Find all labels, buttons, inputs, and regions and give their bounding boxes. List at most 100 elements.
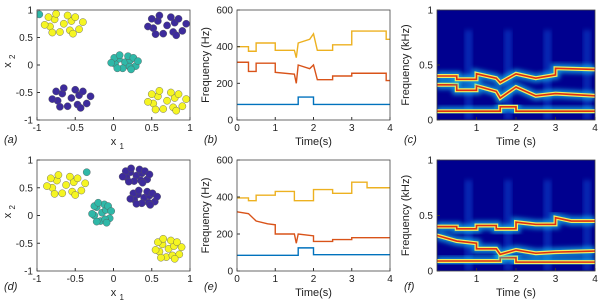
- scatter-point: [127, 65, 135, 74]
- scatter-point: [59, 19, 68, 28]
- scatter-point: [76, 104, 85, 112]
- y-tick-label: -0.5: [16, 88, 34, 99]
- frequency-line: [237, 181, 390, 202]
- scatter-point: [134, 57, 142, 65]
- scatter-point: [59, 84, 68, 92]
- scatter-point: [88, 210, 96, 218]
- scatter-point: [145, 170, 154, 179]
- x-axis-label: x: [111, 136, 117, 148]
- scatter-point: [159, 29, 168, 38]
- x-axis-label: Time (s): [496, 287, 536, 299]
- scatter-point: [138, 178, 147, 187]
- scatter-point: [40, 21, 49, 29]
- axes-frame: [36, 9, 191, 121]
- scatter-point: [159, 105, 168, 113]
- scatter-point: [79, 87, 87, 96]
- scatter-point: [155, 87, 164, 95]
- axes-frame: [236, 159, 391, 272]
- scatter-point: [173, 238, 181, 246]
- y-tick-label: 0: [227, 267, 233, 278]
- scatter-point: [146, 201, 155, 209]
- scatter-point: [177, 243, 186, 251]
- scatter-point: [132, 200, 141, 208]
- scatter-point: [147, 14, 156, 23]
- scatter-point: [63, 11, 72, 20]
- scatter-point: [62, 181, 70, 189]
- scatter-point: [82, 168, 91, 177]
- y-tick-label: 1: [27, 156, 33, 167]
- scatter-point: [63, 102, 72, 111]
- plot-background: [37, 160, 190, 271]
- scatter-point: [56, 103, 64, 111]
- y-axis-label: x: [2, 212, 14, 218]
- y-tick-label: -1: [24, 116, 33, 127]
- scatter-point: [92, 217, 101, 226]
- scatter-point: [107, 59, 116, 67]
- frequency-line: [237, 30, 390, 58]
- y-axis-label: Frequency (Hz): [200, 27, 212, 103]
- scatter-point: [50, 190, 59, 198]
- x-tick-label: 1: [272, 274, 278, 285]
- x-tick-label: 1: [272, 123, 278, 134]
- y-axis-label-subscript: 2: [8, 54, 17, 59]
- x-axis-label-subscript: 1: [120, 293, 125, 302]
- axes-frame: [436, 9, 596, 121]
- scatter-point: [54, 171, 63, 179]
- scatter-point: [48, 95, 57, 103]
- x-tick-label: 0: [111, 123, 117, 134]
- y-tick-label: 600: [216, 156, 233, 167]
- spectral-ridge: [437, 234, 595, 256]
- scatter-point: [86, 92, 95, 101]
- x-tick-label: -1: [33, 123, 42, 134]
- x-axis-label: Time (s): [496, 136, 536, 148]
- scatter-point: [71, 85, 80, 94]
- x-tick-label: -0.5: [67, 274, 85, 285]
- x-tick-label: 4: [387, 123, 393, 134]
- scatter-point: [163, 21, 171, 30]
- x-axis-label: Time(s): [295, 287, 332, 299]
- panel-label: (b): [204, 134, 218, 146]
- y-tick-label: 1: [427, 156, 433, 167]
- scatter-point: [58, 189, 67, 198]
- y-axis-label: Frequency (Hz): [200, 178, 212, 254]
- y-tick-label: -0.5: [16, 239, 34, 250]
- scatter-point: [67, 94, 76, 102]
- plot-area: [437, 160, 595, 271]
- y-tick-label: 1: [27, 6, 33, 17]
- scatter-point: [172, 31, 181, 40]
- y-tick-label: 0: [227, 116, 233, 127]
- panel: 0 1 2 3 4 0 200 400 600 Time(s) Frequency (Hz) (e): [200, 156, 393, 300]
- x-tick-label: -0.5: [67, 123, 85, 134]
- scatter-point: [151, 105, 160, 114]
- scatter-point: [52, 87, 60, 96]
- frequency-line: [237, 247, 390, 256]
- frequency-line: [237, 61, 390, 84]
- x-tick-label: 1: [474, 274, 480, 285]
- scatter-point: [43, 182, 51, 190]
- plot-area: [237, 10, 390, 120]
- x-tick-label: 2: [311, 123, 317, 134]
- panel: 1 2 3 4 0 0.5 1 Time (s) Frequency (kHz) (f): [400, 156, 598, 300]
- scatter-point: [56, 28, 64, 36]
- y-tick-label: 0: [427, 267, 433, 278]
- plot-area: [37, 10, 190, 120]
- scatter-point: [159, 235, 168, 243]
- scatter-point: [79, 18, 87, 26]
- scatter-point: [81, 179, 89, 188]
- y-tick-label: 200: [216, 230, 233, 241]
- scatter-point: [178, 102, 187, 111]
- plot-area: [237, 160, 390, 271]
- y-tick-label: 600: [216, 6, 233, 17]
- panel: -1 -0.5 0 0.5 1-1-0.500.51x 1x2(a): [2, 6, 193, 152]
- scatter-point: [126, 195, 135, 203]
- y-tick-label: 0.5: [419, 61, 433, 72]
- scatter-point: [151, 246, 160, 254]
- scatter-point: [172, 106, 181, 115]
- scatter-point: [174, 14, 183, 23]
- scatter-point: [153, 192, 161, 201]
- y-axis-label-subscript: 2: [8, 205, 17, 210]
- y-axis-label: Frequency (kHz): [400, 24, 412, 105]
- x-tick-label: 4: [387, 274, 393, 285]
- scatter-point: [144, 22, 152, 31]
